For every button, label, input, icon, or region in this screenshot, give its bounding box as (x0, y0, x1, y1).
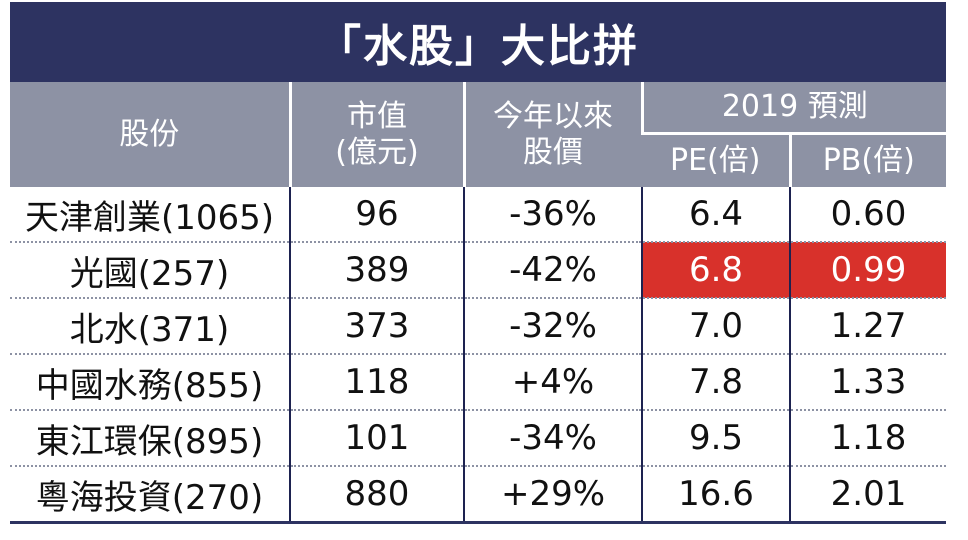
cell-ytd: -36% (463, 187, 642, 243)
header-ytd-line2: 股價 (523, 134, 583, 170)
cell-market-cap: 96 (289, 187, 464, 243)
cell-market-cap: 373 (289, 298, 464, 355)
table-row: 中國水務(855) 118 +4% 7.8 1.33 (10, 354, 947, 411)
cell-market-cap: 389 (289, 242, 464, 299)
table-row: 光國(257) 389 -42% 6.8 0.99 (10, 242, 947, 299)
cell-pb: 1.27 (788, 298, 947, 355)
comparison-table: 股份 市值 (億元) 今年以來 股價 2019 預測 PE(倍) PB(倍) 天… (10, 82, 947, 524)
table-header: 股份 市值 (億元) 今年以來 股價 2019 預測 PE(倍) PB(倍) (10, 82, 947, 187)
cell-stock: 東江環保(895) (10, 410, 290, 467)
header-stock: 股份 (10, 82, 290, 187)
cell-pe: 7.8 (641, 354, 790, 411)
header-market-cap: 市值 (億元) (288, 82, 464, 187)
cell-stock: 光國(257) (10, 242, 290, 299)
cell-ytd: -42% (463, 242, 642, 299)
cell-stock: 北水(371) (10, 298, 290, 355)
header-market-cap-line1: 市值 (347, 98, 407, 134)
table-row: 粵海投資(270) 880 +29% 16.6 2.01 (10, 466, 947, 524)
cell-market-cap: 118 (289, 354, 464, 411)
header-ytd-price: 今年以來 股價 (462, 82, 642, 187)
table-body: 天津創業(1065) 96 -36% 6.4 0.60 光國(257) 389 … (10, 187, 947, 524)
cell-market-cap: 880 (289, 466, 464, 524)
header-pe: PE(倍) (642, 132, 790, 187)
cell-ytd: -32% (463, 298, 642, 355)
cell-ytd: -34% (463, 410, 642, 467)
cell-pe: 9.5 (641, 410, 790, 467)
table-row: 北水(371) 373 -32% 7.0 1.27 (10, 298, 947, 355)
header-forecast-group: 2019 預測 (640, 82, 947, 134)
header-pb: PB(倍) (788, 132, 947, 187)
cell-pb: 1.33 (788, 354, 947, 411)
header-market-cap-line2: (億元) (335, 134, 419, 170)
cell-ytd: +4% (463, 354, 642, 411)
cell-stock: 天津創業(1065) (10, 187, 290, 243)
cell-pe: 16.6 (641, 466, 790, 524)
table-row: 天津創業(1065) 96 -36% 6.4 0.60 (10, 187, 947, 243)
cell-pe: 6.4 (641, 187, 790, 243)
cell-pb: 0.60 (788, 187, 947, 243)
cell-pb-highlighted: 0.99 (788, 242, 947, 299)
cell-ytd: +29% (463, 466, 642, 524)
cell-pe: 7.0 (641, 298, 790, 355)
cell-market-cap: 101 (289, 410, 464, 467)
cell-pb: 2.01 (788, 466, 947, 524)
page-title: 「水股」大比拼 (10, 2, 946, 82)
table-row: 東江環保(895) 101 -34% 9.5 1.18 (10, 410, 947, 467)
cell-pb: 1.18 (788, 410, 947, 467)
cell-stock: 中國水務(855) (10, 354, 290, 411)
cell-pe-highlighted: 6.8 (641, 242, 790, 299)
cell-stock: 粵海投資(270) (10, 466, 290, 524)
header-ytd-line1: 今年以來 (493, 98, 613, 134)
